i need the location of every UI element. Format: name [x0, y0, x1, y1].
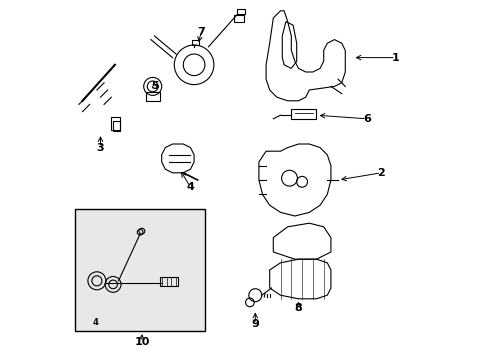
Text: 1: 1 — [391, 53, 399, 63]
Text: 9: 9 — [251, 319, 259, 329]
Bar — [237, 9, 244, 14]
Bar — [192, 40, 199, 45]
Text: 4: 4 — [92, 318, 98, 327]
Text: 6: 6 — [362, 114, 370, 124]
Text: 8: 8 — [294, 303, 302, 313]
Text: 4: 4 — [186, 182, 194, 192]
Bar — [113, 121, 120, 131]
Bar — [160, 277, 178, 286]
Text: 3: 3 — [97, 143, 104, 153]
Text: 7: 7 — [197, 27, 205, 37]
Text: 2: 2 — [377, 168, 385, 178]
Bar — [145, 92, 160, 101]
Bar — [233, 15, 244, 22]
FancyBboxPatch shape — [75, 209, 204, 331]
Bar — [111, 117, 120, 130]
Text: 10: 10 — [134, 337, 149, 347]
Text: 5: 5 — [150, 81, 158, 91]
Bar — [291, 109, 316, 119]
